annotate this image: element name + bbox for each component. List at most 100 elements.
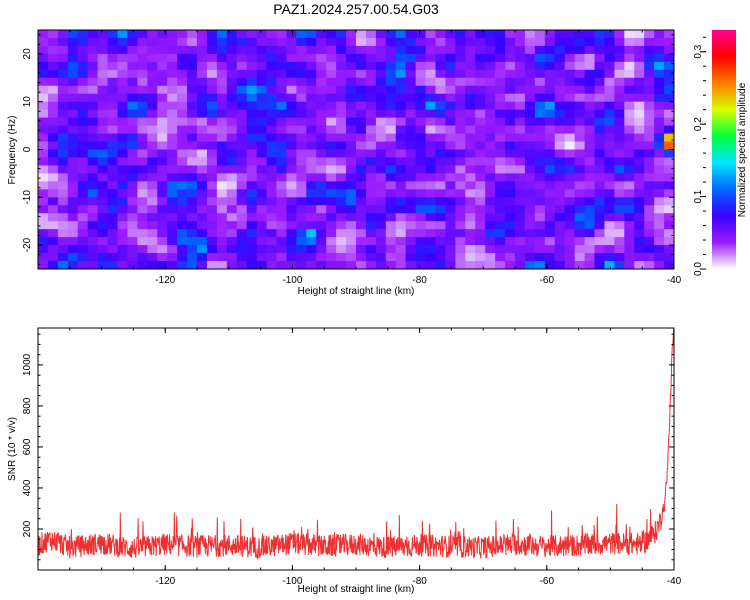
heatmap-cell [415, 221, 427, 230]
heatmap-cell [524, 237, 536, 246]
heatmap-cell [544, 181, 556, 190]
heatmap-cell [316, 30, 327, 39]
heatmap-cell [435, 245, 447, 254]
heatmap-cell [127, 85, 138, 95]
heatmap-cell [505, 30, 516, 39]
heatmap-cell [584, 125, 596, 135]
heatmap-cell [266, 93, 278, 103]
heatmap-cell [296, 213, 307, 222]
heatmap-cell [47, 133, 59, 143]
heatmap-cell [316, 125, 327, 135]
heatmap-cell [38, 165, 49, 174]
heatmap-cell [206, 189, 218, 198]
heatmap-cell [664, 157, 674, 167]
heatmap-cell [564, 229, 576, 238]
heatmap-cell [266, 85, 278, 95]
heatmap-cell [127, 93, 138, 103]
heatmap-cell [465, 253, 476, 262]
heatmap-cell [226, 53, 238, 63]
heatmap-cell [475, 229, 486, 238]
heatmap-cell [385, 173, 397, 182]
heatmap-cell [594, 125, 606, 135]
heatmap-cell [336, 109, 347, 119]
heatmap-cell [77, 85, 89, 95]
heatmap-cell [286, 77, 297, 87]
heatmap-cell [276, 117, 288, 127]
heatmap-cell [57, 253, 69, 262]
heatmap-cell [644, 69, 655, 79]
heatmap-cell [425, 189, 437, 198]
heatmap-cell [584, 37, 596, 47]
heatmap-cell [316, 149, 327, 159]
heatmap-cell [67, 109, 79, 119]
heatmap-cell [127, 165, 138, 174]
heatmap-cell [266, 141, 278, 151]
heatmap-cell [475, 53, 486, 63]
heatmap-cell [326, 173, 337, 182]
heatmap-cell [634, 173, 645, 182]
heatmap-cell [654, 245, 665, 254]
heatmap-cell [57, 117, 69, 127]
heatmap-cell [475, 181, 486, 190]
heatmap-cell [455, 213, 466, 222]
heatmap-cell [316, 77, 327, 87]
y-tick-label: 0 [22, 146, 33, 152]
heatmap-cell [475, 221, 486, 230]
heatmap-cell [524, 157, 536, 167]
heatmap-cell [246, 237, 258, 246]
heatmap-cell [127, 245, 138, 254]
heatmap-cell [505, 149, 516, 159]
heatmap-cell [67, 157, 79, 167]
heatmap-cell [107, 61, 119, 71]
heatmap-cell [266, 45, 278, 55]
heatmap-cell [644, 61, 655, 71]
heatmap-cell [87, 189, 99, 198]
heatmap-cell [515, 205, 526, 214]
heatmap-cell [564, 221, 576, 230]
heatmap-cell [356, 30, 367, 39]
heatmap-cell [77, 181, 89, 190]
heatmap-cell [445, 117, 456, 127]
heatmap-cell [127, 173, 138, 182]
heatmap-cell [177, 245, 188, 254]
heatmap-cell [415, 45, 427, 55]
heatmap-cell [395, 37, 407, 47]
heatmap-cell [664, 253, 674, 262]
heatmap-cell [77, 45, 89, 55]
heatmap-cell [515, 61, 526, 71]
heatmap-cell [117, 165, 129, 174]
heatmap-cell [147, 133, 158, 143]
heatmap-cell [495, 213, 506, 222]
heatmap-cell [38, 45, 49, 55]
heatmap-cell [544, 261, 556, 269]
heatmap-cell [465, 165, 476, 174]
heatmap-cell [336, 189, 347, 198]
heatmap-cell [97, 109, 109, 119]
heatmap-cell [67, 165, 79, 174]
heatmap-cell [276, 205, 288, 214]
heatmap-cell [157, 165, 168, 174]
heatmap-cell [296, 69, 307, 79]
heatmap-cell [236, 165, 248, 174]
heatmap-cell [365, 189, 377, 198]
heatmap-cell [644, 125, 655, 135]
heatmap-cell [157, 181, 168, 190]
heatmap-cell [365, 77, 377, 87]
heatmap-cell [534, 197, 546, 206]
heatmap-cell [177, 69, 188, 79]
heatmap-cell [157, 197, 168, 206]
heatmap-cell [405, 30, 417, 39]
heatmap-cell [465, 53, 476, 63]
heatmap-cell [455, 53, 466, 63]
heatmap-cell [236, 125, 248, 135]
heatmap-cell [495, 149, 506, 159]
heatmap-cell [346, 53, 357, 63]
heatmap-cell [266, 69, 278, 79]
heatmap-cell [326, 165, 337, 174]
heatmap-cell [405, 77, 417, 87]
heatmap-cell [167, 237, 178, 246]
heatmap-cell [216, 77, 228, 87]
heatmap-cell [306, 229, 317, 238]
heatmap-cell [634, 181, 645, 190]
heatmap-cell [465, 125, 476, 135]
